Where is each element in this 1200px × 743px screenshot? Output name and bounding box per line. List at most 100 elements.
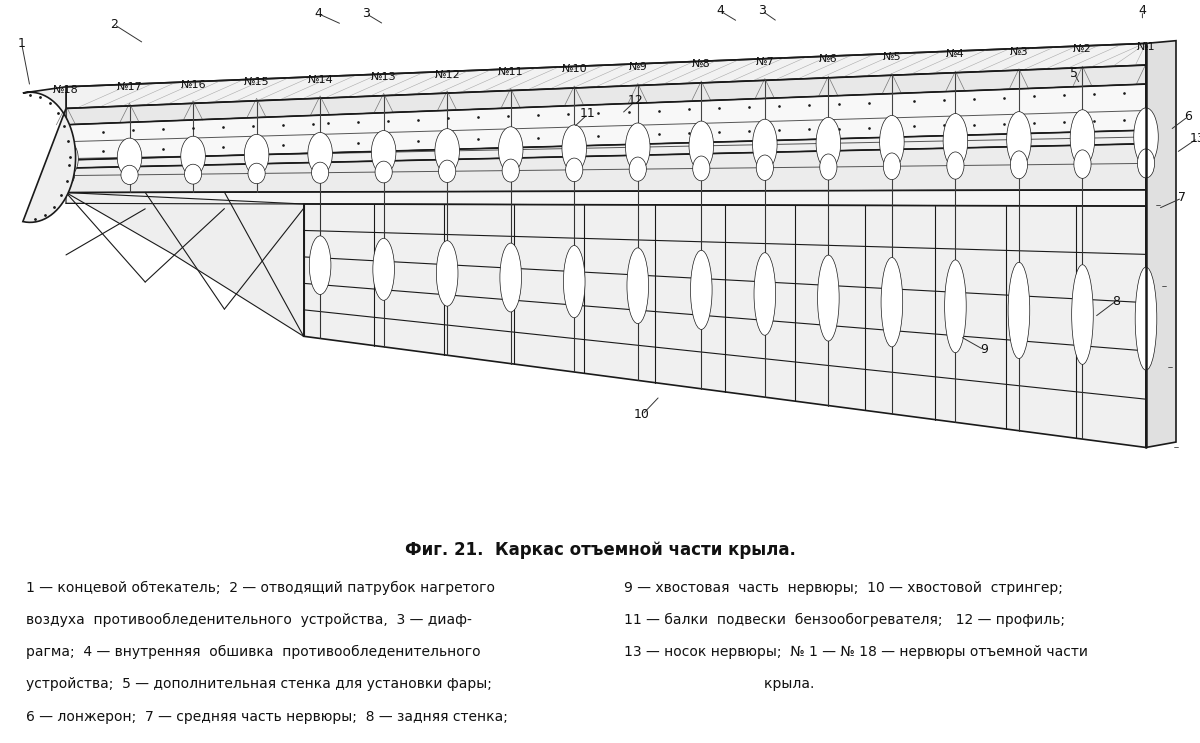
Text: 3: 3 (362, 7, 370, 20)
Ellipse shape (690, 250, 712, 329)
Ellipse shape (883, 153, 900, 180)
Ellipse shape (498, 127, 523, 172)
Text: 13: 13 (1189, 132, 1200, 145)
Ellipse shape (1070, 110, 1094, 166)
Ellipse shape (752, 119, 778, 170)
Ellipse shape (1010, 151, 1027, 179)
Ellipse shape (1135, 267, 1157, 370)
Ellipse shape (565, 158, 583, 181)
Text: 11: 11 (580, 108, 596, 120)
Text: №2: №2 (1073, 44, 1092, 54)
Ellipse shape (438, 160, 456, 183)
Ellipse shape (434, 129, 460, 173)
Polygon shape (304, 204, 1146, 447)
Text: №9: №9 (629, 62, 647, 72)
Text: 2: 2 (110, 18, 118, 31)
Ellipse shape (502, 159, 520, 182)
Ellipse shape (371, 131, 396, 174)
Ellipse shape (626, 248, 648, 324)
Polygon shape (66, 130, 1146, 168)
Ellipse shape (564, 245, 586, 318)
Ellipse shape (248, 163, 265, 184)
Ellipse shape (310, 236, 331, 294)
Text: 9 — хвостовая  часть  нервюры;  10 — хвостовой  стрингер;: 9 — хвостовая часть нервюры; 10 — хвосто… (624, 581, 1063, 594)
Text: 11 — балки  подвески  бензообогревателя;   12 — профиль;: 11 — балки подвески бензообогревателя; 1… (624, 613, 1066, 627)
Ellipse shape (1007, 111, 1031, 167)
Polygon shape (66, 43, 1146, 108)
Ellipse shape (1074, 150, 1091, 178)
Ellipse shape (118, 138, 142, 177)
Text: крыла.: крыла. (624, 678, 815, 692)
Polygon shape (23, 87, 76, 222)
Ellipse shape (58, 166, 74, 185)
Polygon shape (66, 65, 1146, 125)
Text: устройства;  5 — дополнительная стенка для установки фары;: устройства; 5 — дополнительная стенка дл… (26, 678, 492, 692)
Text: №14: №14 (307, 75, 332, 85)
Text: 1: 1 (18, 37, 25, 50)
Text: 4: 4 (716, 4, 724, 17)
Text: 10: 10 (634, 409, 650, 421)
Ellipse shape (121, 165, 138, 184)
Ellipse shape (54, 140, 78, 178)
Text: №15: №15 (244, 77, 270, 87)
Ellipse shape (562, 125, 587, 172)
Polygon shape (1146, 41, 1176, 447)
Text: 12: 12 (628, 94, 644, 107)
Ellipse shape (245, 134, 269, 175)
Ellipse shape (373, 239, 395, 300)
Text: 3: 3 (758, 4, 766, 17)
Text: №4: №4 (946, 49, 965, 59)
Polygon shape (66, 143, 1146, 192)
Ellipse shape (816, 117, 841, 169)
Ellipse shape (692, 156, 710, 181)
Text: №3: №3 (1009, 47, 1028, 56)
Ellipse shape (1008, 262, 1030, 359)
Ellipse shape (500, 243, 522, 312)
Text: воздуха  противообледенительного  устройства,  3 — диаф-: воздуха противообледенительного устройст… (26, 613, 473, 627)
Text: №5: №5 (882, 52, 901, 62)
Text: №12: №12 (434, 70, 460, 80)
Ellipse shape (376, 161, 392, 183)
Ellipse shape (181, 136, 205, 176)
Text: 13 — носок нервюры;  № 1 — № 18 — нервюры отъемной части: 13 — носок нервюры; № 1 — № 18 — нервюры… (624, 645, 1088, 659)
Text: 6 — лонжерон;  7 — средняя часть нервюры;  8 — задняя стенка;: 6 — лонжерон; 7 — средняя часть нервюры;… (26, 710, 509, 724)
Text: рагма;  4 — внутренняя  обшивка  противообледенительного: рагма; 4 — внутренняя обшивка противообл… (26, 645, 481, 659)
Ellipse shape (308, 132, 332, 175)
Text: №18: №18 (53, 85, 79, 95)
Ellipse shape (943, 114, 967, 168)
Ellipse shape (437, 241, 458, 306)
Text: №17: №17 (116, 82, 143, 92)
Text: 5: 5 (1070, 67, 1078, 80)
Text: Фиг. 21.  Каркас отъемной части крыла.: Фиг. 21. Каркас отъемной части крыла. (404, 540, 796, 559)
Text: 4: 4 (1139, 4, 1146, 17)
Text: №10: №10 (562, 65, 587, 74)
Text: №7: №7 (756, 57, 774, 67)
Ellipse shape (1134, 108, 1158, 166)
Ellipse shape (689, 121, 714, 171)
Text: №1: №1 (1136, 42, 1156, 51)
Ellipse shape (312, 162, 329, 184)
Ellipse shape (629, 157, 647, 181)
Ellipse shape (880, 115, 904, 169)
Ellipse shape (1072, 265, 1093, 364)
Text: 4: 4 (314, 7, 322, 20)
Polygon shape (66, 189, 1146, 206)
Text: №6: №6 (820, 54, 838, 65)
Polygon shape (66, 192, 304, 337)
Text: 6: 6 (1184, 110, 1192, 123)
Text: 8: 8 (1112, 294, 1120, 308)
Ellipse shape (944, 260, 966, 353)
Ellipse shape (947, 152, 964, 179)
Text: 1 — концевой обтекатель;  2 — отводящий патрубок нагретого: 1 — концевой обтекатель; 2 — отводящий п… (26, 581, 496, 595)
Text: №16: №16 (180, 80, 206, 90)
Text: 9: 9 (980, 343, 988, 357)
Ellipse shape (881, 258, 902, 347)
Ellipse shape (817, 255, 839, 341)
Text: №8: №8 (692, 59, 710, 69)
Ellipse shape (625, 123, 650, 172)
Text: 7: 7 (1178, 192, 1186, 204)
Ellipse shape (185, 164, 202, 184)
Ellipse shape (754, 253, 775, 335)
Ellipse shape (756, 155, 774, 181)
Text: №13: №13 (371, 72, 396, 82)
